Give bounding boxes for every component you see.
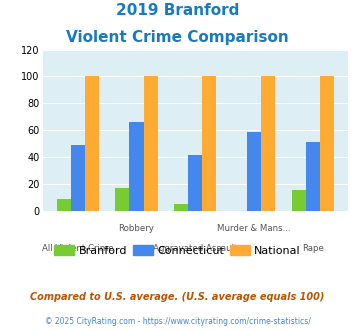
Bar bbox=[320, 77, 334, 211]
Bar bbox=[143, 77, 158, 211]
Text: Violent Crime Comparison: Violent Crime Comparison bbox=[66, 30, 289, 45]
Bar bbox=[130, 122, 143, 211]
Bar bbox=[202, 77, 217, 211]
Text: 2019 Branford: 2019 Branford bbox=[116, 3, 239, 18]
Text: Compared to U.S. average. (U.S. average equals 100): Compared to U.S. average. (U.S. average … bbox=[30, 292, 325, 302]
Legend: Branford, Connecticut, National: Branford, Connecticut, National bbox=[50, 241, 305, 260]
Bar bbox=[174, 205, 188, 211]
Bar bbox=[261, 77, 275, 211]
Bar bbox=[291, 190, 306, 211]
Bar bbox=[85, 77, 99, 211]
Bar bbox=[57, 199, 71, 211]
Bar bbox=[115, 188, 130, 211]
Text: Aggravated Assault: Aggravated Assault bbox=[153, 244, 237, 253]
Bar bbox=[71, 145, 85, 211]
Text: Robbery: Robbery bbox=[119, 224, 154, 233]
Bar bbox=[306, 143, 320, 211]
Text: © 2025 CityRating.com - https://www.cityrating.com/crime-statistics/: © 2025 CityRating.com - https://www.city… bbox=[45, 317, 310, 326]
Text: Murder & Mans...: Murder & Mans... bbox=[217, 224, 291, 233]
Bar bbox=[247, 132, 261, 211]
Text: Rape: Rape bbox=[302, 244, 324, 253]
Bar bbox=[188, 154, 202, 211]
Text: All Violent Crime: All Violent Crime bbox=[42, 244, 114, 253]
